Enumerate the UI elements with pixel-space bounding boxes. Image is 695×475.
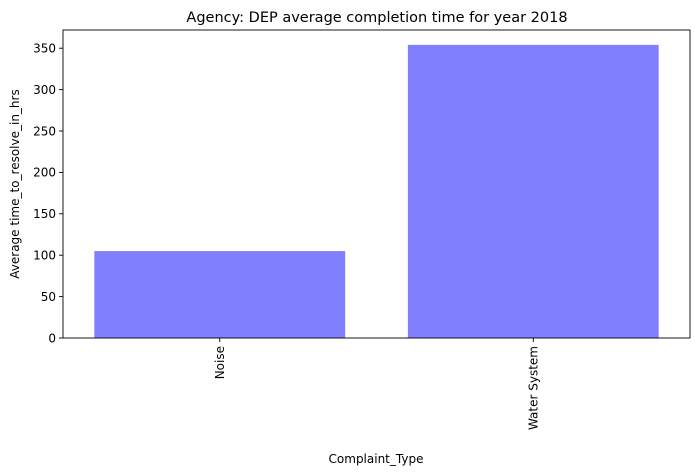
- bars-group: [94, 44, 659, 338]
- bar-water-system: [407, 44, 659, 338]
- y-tick-label-100: 100: [33, 249, 56, 263]
- y-tick-label-50: 50: [41, 290, 56, 304]
- y-tick-label-200: 200: [33, 166, 56, 180]
- y-tick-label-300: 300: [33, 83, 56, 97]
- x-tick-label-noise: Noise: [213, 346, 227, 379]
- y-axis-label: Average time_to_resolve_in_hrs: [8, 89, 22, 278]
- plot-frame: [62, 29, 691, 339]
- y-tick-label-350: 350: [33, 42, 56, 56]
- y-tick-label-150: 150: [33, 207, 56, 221]
- chart-title: Agency: DEP average completion time for …: [186, 10, 567, 26]
- bar-noise: [94, 251, 346, 338]
- y-tick-label-0: 0: [48, 331, 56, 345]
- y-axis: 0 50 100 150 200 250 300 350: [33, 42, 63, 345]
- y-tick-label-250: 250: [33, 124, 56, 138]
- x-axis: Noise Water System: [213, 338, 540, 430]
- x-axis-label: Complaint_Type: [329, 452, 424, 466]
- x-tick-label-water-system: Water System: [526, 346, 540, 430]
